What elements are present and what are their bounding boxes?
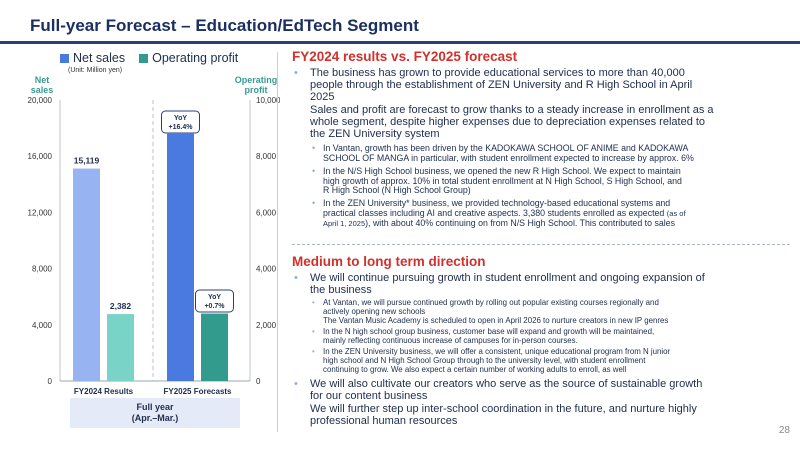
section-title-results: FY2024 results vs. FY2025 forecast (292, 49, 518, 64)
section-title-direction: Medium to long term direction (292, 254, 486, 269)
sub-bullet-line: SCHOOL OF MANGA in particular, with stud… (323, 153, 694, 164)
sub-bullet-line: April 1, 2025), with about 40% continuin… (323, 217, 790, 229)
bullet-line: We will also cultivate our creators who … (310, 378, 703, 391)
yoy-net-sales-callout-value: +16.4% (169, 124, 194, 131)
sub-bullet-line: continuing to grow. We also expect a cer… (323, 364, 627, 374)
sub-bullet-line: In the N high school group business, cus… (323, 327, 655, 337)
sub-bullet-line: In Vantan, growth has been driven by the… (323, 143, 689, 154)
bullet-line: Sales and profit are forecast to grow th… (310, 103, 714, 116)
bullet-line: for our content business (310, 390, 428, 403)
right-tick-label: 2,000 (256, 321, 277, 330)
page-title: Full-year Forecast – Education/EdTech Se… (30, 16, 419, 35)
legend-label-operating-profit: Operating profit (152, 51, 239, 65)
left-tick-label: 16,000 (28, 152, 53, 161)
right-axis-title: Operating profit (234, 75, 278, 95)
category-label: FY2025 Forecasts (163, 387, 232, 396)
yoy-net-sales-callout-box (161, 110, 200, 134)
section-results-body: • The business has grown to provide educ… (292, 67, 790, 229)
yoy-operating-profit-callout-value: +0.7% (204, 303, 225, 310)
sub-bullet-dot-icon: • (312, 347, 315, 357)
legend-item-net-sales: Net sales (60, 51, 125, 65)
sub-bullet-text: practical classes including AI and creat… (323, 208, 665, 218)
left-tick-label: 8,000 (32, 265, 53, 274)
bullet-creators: • We will also cultivate our creators wh… (292, 378, 790, 427)
bullet-line: the ZEN University system (310, 128, 440, 141)
sub-bullet-line: R High School (N High School Group) (323, 185, 471, 196)
left-tick-label: 0 (48, 377, 53, 386)
chart-text-divider (277, 52, 278, 432)
sub-bullet-text: ), with about 40% continuing on from N/S… (365, 217, 675, 228)
sub-bullet-dot-icon: • (312, 165, 316, 176)
bullet-line: 2025 (310, 91, 335, 104)
bullet-growth: • The business has grown to provide educ… (292, 67, 790, 140)
sub-bullet-note: April 1, 2025 (323, 218, 366, 228)
sub-bullet-zen-university: • In the ZEN University* business, we pr… (292, 198, 790, 229)
sub-bullet-dot-icon: • (312, 198, 316, 209)
operating-profit-bar (201, 313, 228, 381)
chart-unit: (Unit: Million yen) (68, 67, 123, 74)
legend-item-operating-profit: Operating profit (139, 51, 238, 65)
yoy-operating-profit-callout-label: YoY (208, 294, 221, 301)
section-direction-body: • We will continue pursuing growth in st… (292, 272, 790, 427)
bullet-line: The business has grown to provide educat… (310, 67, 685, 79)
sub-bullet-vantan: • In Vantan, growth has been driven by t… (292, 143, 790, 164)
left-axis-title: Net sales (30, 75, 54, 95)
bullet-dot-icon: • (294, 67, 298, 79)
sub-bullet-line: high school and N High School Group thro… (323, 355, 646, 365)
left-tick-label: 4,000 (32, 321, 53, 330)
left-tick-label: 12,000 (28, 208, 53, 217)
sub-bullet-line: actively opening new schools (323, 307, 426, 316)
right-tick-label: 6,000 (256, 208, 277, 217)
chart-footer: Full year (Apr.–Mar.) (70, 398, 240, 428)
section-divider (292, 244, 790, 245)
sub-bullet-ns-high-school: • In the N/S High School business, we op… (292, 165, 790, 196)
yoy-operating-profit-callout-box (195, 289, 234, 313)
net-sales-bar (167, 133, 194, 381)
title-rule (0, 41, 800, 44)
sub-bullet-line: high growth of approx. 10% in total stud… (323, 175, 682, 186)
sub-bullet-line: In the ZEN University business, we will … (323, 347, 671, 357)
bullet-line: people through the establishment of ZEN … (310, 79, 693, 92)
sub-bullet-vantan-growth: • At Vantan, we will pursue continued gr… (292, 299, 790, 325)
bullet-line: the business (310, 284, 372, 297)
sub-bullet-zen-university-program: • In the ZEN University business, we wil… (292, 348, 790, 374)
operating-profit-value-label: 2,382 (110, 301, 132, 311)
sub-bullet-line: In the ZEN University* business, we prov… (323, 198, 671, 209)
bullet-dot-icon: • (294, 378, 298, 391)
right-tick-label: 8,000 (256, 152, 277, 161)
legend-swatch-net-sales (60, 53, 69, 63)
left-tick-label: 20,000 (28, 96, 53, 105)
sub-bullet-dot-icon: • (312, 298, 315, 308)
chart-svg: 0 4,000 8,000 12,000 16,000 20,000 0 2,000 4,000… (28, 96, 280, 396)
bullet-enrollment: • We will continue pursuing growth in st… (292, 272, 790, 296)
net-sales-bar (73, 168, 100, 381)
sub-bullet-line: At Vantan, we will pursue continued grow… (323, 298, 659, 308)
right-tick-label: 4,000 (256, 265, 277, 274)
operating-profit-bar (107, 314, 134, 381)
net-sales-value-label: 15,119 (74, 156, 100, 166)
right-tick-label: 0 (256, 377, 261, 386)
sub-bullet-note: (as of (666, 209, 686, 218)
chart-legend: Net sales Operating profit (60, 51, 252, 65)
bullet-line: We will further step up inter-school coo… (310, 402, 697, 415)
yoy-net-sales-callout-label: YoY (174, 115, 187, 122)
sub-bullet-n-high-school-group: • In the N high school group business, c… (292, 328, 790, 345)
sub-bullet-line: practical classes including AI and creat… (323, 208, 790, 219)
sub-bullet-dot-icon: • (312, 143, 316, 154)
legend-swatch-operating-profit (139, 53, 149, 63)
right-tick-label: 10,000 (256, 96, 280, 105)
sub-bullet-dot-icon: • (312, 327, 315, 337)
bullet-line: professional human resources (310, 414, 458, 427)
category-label: FY2024 Results (74, 387, 134, 396)
page-number: 28 (778, 425, 790, 436)
sub-bullet-line: The Vantan Music Academy is scheduled to… (323, 315, 669, 325)
sub-bullet-line: In the N/S High School business, we open… (323, 165, 681, 176)
bullet-line: whole segment, despite higher expenses d… (310, 115, 706, 128)
bullet-dot-icon: • (294, 272, 298, 284)
legend-label-net-sales: Net sales (73, 51, 126, 65)
chart-footer-label: Full year (Apr.–Mar.) (131, 402, 179, 423)
bullet-line: We will continue pursuing growth in stud… (310, 272, 705, 284)
sub-bullet-line: mainly reflecting continuous increase of… (323, 335, 578, 345)
